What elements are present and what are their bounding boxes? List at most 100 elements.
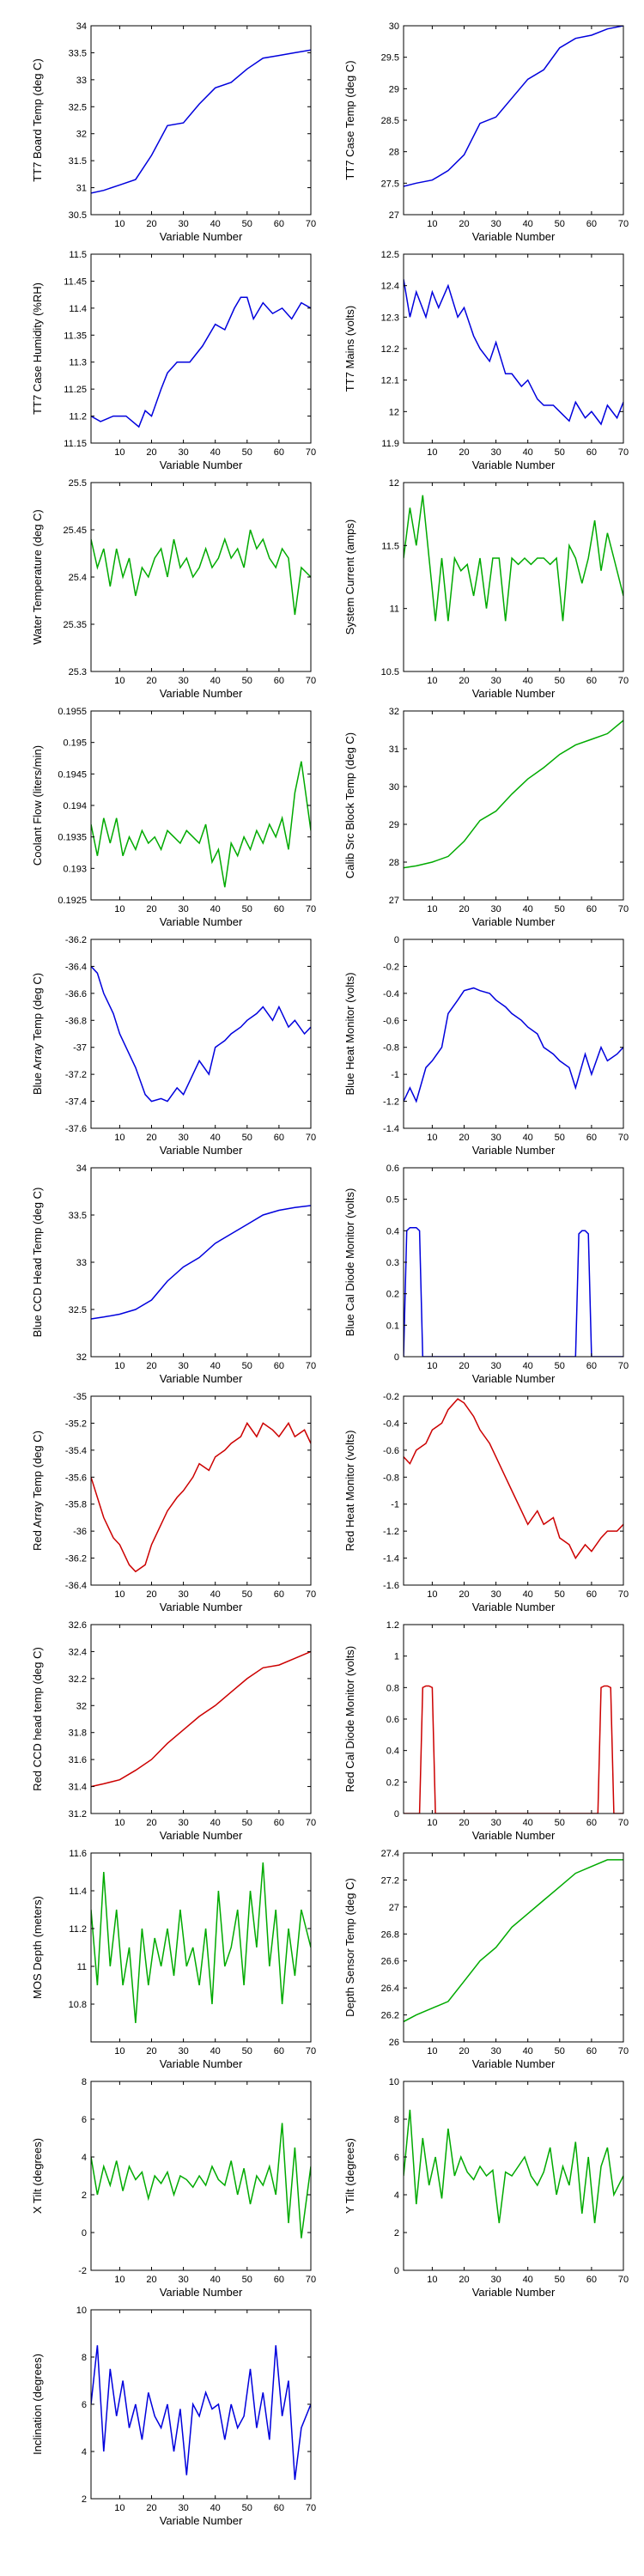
y-tick-label: 0.2: [386, 1777, 399, 1788]
x-tick-label: 50: [555, 1589, 565, 1600]
y-tick-label: 31.2: [69, 1809, 87, 1820]
x-tick-label: 10: [427, 1589, 437, 1600]
y-tick-label: 0.193: [63, 864, 87, 874]
y-tick-label: 32: [76, 130, 87, 140]
y-tick-label: 28: [389, 858, 399, 868]
y-tick-label: -36.2: [65, 1554, 87, 1564]
x-tick-label: 60: [586, 1361, 597, 1371]
y-tick-label: 0.5: [386, 1195, 399, 1206]
y-tick-label: 0: [82, 2228, 87, 2239]
x-tick-label: 10: [427, 1818, 437, 1828]
x-tick-label: 30: [178, 219, 188, 229]
x-axis-label: Variable Number: [160, 2057, 243, 2070]
y-tick-label: 25.45: [63, 526, 87, 536]
x-tick-label: 70: [306, 1818, 316, 1828]
x-tick-label: 40: [523, 1589, 533, 1600]
x-tick-label: 30: [178, 676, 188, 686]
series-line: [91, 296, 311, 428]
x-tick-label: 40: [210, 1133, 221, 1143]
x-tick-label: 20: [146, 1589, 156, 1600]
subplot-17: 10 20 30 40 50 60 70 10.8 11 11.2 11.4 11.6 Variable…: [31, 1849, 316, 2070]
y-tick-label: 33.5: [69, 1211, 87, 1221]
x-tick-label: 20: [146, 219, 156, 229]
y-tick-label: 32: [389, 707, 399, 717]
y-tick-label: -0.4: [383, 989, 399, 999]
x-tick-label: 60: [586, 2046, 597, 2057]
x-tick-label: 10: [114, 1589, 125, 1600]
y-tick-label: 0.6: [386, 1715, 399, 1725]
x-axis-label: Variable Number: [160, 230, 243, 243]
y-tick-label: 32.4: [69, 1647, 87, 1657]
subplot-12: 10 20 30 40 50 60 70 0 0.1 0.2 0.3 0.4 0.5 0.6 Variabl…: [343, 1163, 629, 1385]
x-tick-label: 60: [274, 676, 284, 686]
x-tick-label: 20: [459, 1361, 469, 1371]
x-axis-label: Variable Number: [472, 1372, 556, 1385]
y-tick-label: 2: [82, 2494, 87, 2505]
x-tick-label: 70: [306, 1589, 316, 1600]
y-axis-label: TT7 Mains (volts): [343, 306, 356, 392]
y-tick-label: 25.3: [69, 667, 87, 677]
y-tick-label: 34: [76, 1163, 87, 1174]
series-line: [91, 965, 311, 1103]
series-line: [404, 1226, 623, 1357]
x-tick-label: 50: [242, 1133, 252, 1143]
y-tick-label: 12: [389, 407, 399, 417]
x-tick-label: 40: [523, 2275, 533, 2285]
y-axis-label: Depth Sensor Temp (deg C): [343, 1878, 356, 2017]
x-tick-label: 50: [242, 1589, 252, 1600]
y-tick-label: 0.4: [386, 1747, 399, 1757]
x-tick-label: 50: [242, 904, 252, 914]
y-tick-label: 0.1945: [58, 769, 87, 780]
x-tick-label: 50: [555, 447, 565, 458]
y-tick-label: 2: [82, 2190, 87, 2201]
x-tick-label: 70: [618, 1133, 629, 1143]
x-tick-label: 20: [459, 1589, 469, 1600]
y-tick-label: -35.8: [65, 1500, 87, 1510]
y-tick-label: -0.2: [383, 962, 399, 972]
x-tick-label: 50: [242, 676, 252, 686]
y-axis-label: MOS Depth (meters): [31, 1896, 44, 1999]
x-tick-label: 60: [586, 676, 597, 686]
x-tick-label: 50: [555, 2046, 565, 2057]
x-tick-label: 30: [490, 2275, 501, 2285]
y-tick-label: 8: [82, 2353, 87, 2363]
x-tick-label: 10: [114, 676, 125, 686]
y-tick-label: 0.8: [386, 1683, 399, 1693]
x-tick-label: 40: [523, 2046, 533, 2057]
y-tick-label: -36.8: [65, 1016, 87, 1026]
y-tick-label: 8: [394, 2115, 399, 2125]
y-tick-label: 1.2: [386, 1620, 399, 1631]
x-tick-label: 30: [490, 219, 501, 229]
y-tick-label: 27.4: [381, 1849, 399, 1859]
y-tick-label: -36.4: [65, 1581, 87, 1591]
subplot-9: 10 20 30 40 50 60 70 -37.6 -37.4 -37.2 -37 -36.8 -36…: [31, 935, 316, 1157]
x-axis-label: Variable Number: [472, 459, 556, 471]
x-axis-label: Variable Number: [160, 1601, 243, 1613]
series-line: [91, 49, 311, 194]
x-tick-label: 40: [523, 1361, 533, 1371]
x-axis-label: Variable Number: [160, 1829, 243, 1842]
x-tick-label: 70: [306, 219, 316, 229]
x-tick-label: 30: [178, 2275, 188, 2285]
y-tick-label: -37: [73, 1043, 87, 1054]
series-line: [91, 529, 311, 616]
x-tick-label: 30: [490, 904, 501, 914]
y-tick-label: 11.4: [69, 304, 87, 314]
y-tick-label: 11.35: [64, 331, 87, 341]
y-tick-label: 4: [82, 2447, 87, 2458]
x-tick-label: 70: [618, 2275, 629, 2285]
y-tick-label: 6: [82, 2115, 87, 2125]
x-tick-label: 10: [427, 447, 437, 458]
x-axis-label: Variable Number: [160, 2514, 243, 2527]
x-tick-label: 30: [490, 1818, 501, 1828]
x-tick-label: 40: [523, 904, 533, 914]
y-axis-label: System Current (amps): [343, 519, 356, 635]
y-tick-label: -36.6: [65, 989, 87, 999]
subplot-14: 10 20 30 40 50 60 70 -1.6 -1.4 -1.2 -1 -0.8 -0.6 -0.4…: [343, 1392, 629, 1613]
y-tick-label: -0.6: [383, 1016, 399, 1026]
series-line: [404, 26, 623, 187]
y-tick-label: 0: [394, 1352, 399, 1363]
plot-frame: [403, 25, 624, 216]
series-line: [91, 1205, 311, 1320]
